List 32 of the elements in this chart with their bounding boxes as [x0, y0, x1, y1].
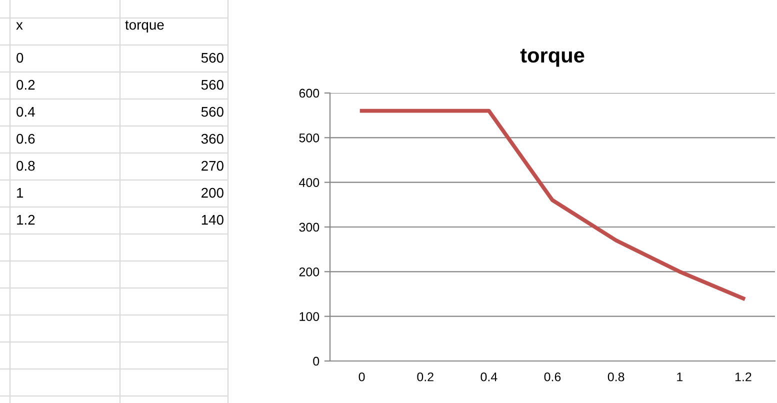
- text: 560: [201, 52, 224, 63]
- text: 560: [201, 106, 224, 117]
- y-tick-label: 100: [300, 312, 320, 321]
- text: 270: [202, 160, 224, 171]
- x-tick-label: 0: [358, 372, 365, 382]
- x-tick-label: 0.8: [608, 372, 624, 382]
- y-tick-label: 300: [299, 222, 320, 232]
- text: 0: [16, 52, 24, 63]
- x-tick-label: 1: [677, 372, 683, 382]
- x-tick-label: 1.2: [735, 372, 752, 382]
- text: 0.2: [16, 80, 35, 90]
- y-tick-label: 0: [313, 356, 320, 366]
- y-tick-label: 600: [299, 88, 320, 98]
- text: x: [16, 22, 23, 30]
- text: 360: [201, 134, 224, 144]
- text: 0.6: [16, 134, 35, 144]
- text: 0.4: [16, 106, 35, 117]
- x-tick-label: 0.4: [480, 372, 498, 382]
- y-tick-label: 400: [299, 178, 320, 187]
- x-tick-label: 0.2: [417, 372, 434, 382]
- text: 200: [202, 188, 224, 198]
- text: 1.2: [17, 214, 35, 225]
- chart-title: torque: [520, 48, 584, 67]
- text: 0.8: [16, 160, 35, 171]
- x-tick-label: 0.6: [544, 372, 561, 382]
- text: 140: [202, 214, 224, 225]
- text: 1: [17, 188, 24, 198]
- text: 560: [201, 80, 224, 90]
- y-tick-label: 200: [299, 267, 320, 276]
- text: torque: [125, 20, 164, 32]
- line-series: [360, 108, 746, 300]
- y-tick-label: 500: [299, 133, 320, 142]
